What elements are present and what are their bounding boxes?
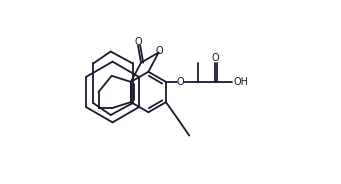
Text: O: O: [134, 37, 142, 47]
Text: OH: OH: [233, 77, 248, 87]
Text: O: O: [155, 46, 163, 56]
Text: O: O: [177, 77, 184, 87]
Text: O: O: [211, 53, 219, 63]
